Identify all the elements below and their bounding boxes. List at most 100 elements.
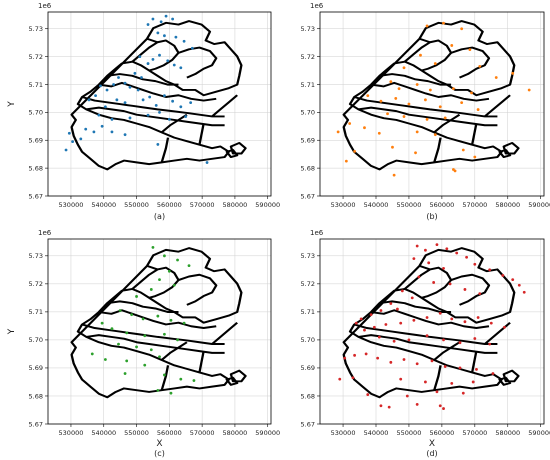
x-tick-label: 560000 [157,429,182,437]
data-point [156,31,160,35]
data-point [473,262,477,266]
y-tick-labels: 5.67 5.68 5.69 5.70 5.71 5.72 5.73 [29,25,43,200]
x-tick-labels: 530000 540000 550000 560000 570000 580000 5900… [59,201,281,209]
data-point [443,365,447,368]
data-point [125,359,129,363]
data-point [163,34,166,38]
data-point [450,44,454,47]
data-point [468,48,472,52]
data-point [366,393,370,396]
data-point [90,352,94,356]
axis-offset-label: 1e6 [310,229,324,237]
x-tick-labels: 530000 540000 550000 560000 570000 580000 5900… [331,201,550,209]
data-point [112,83,115,86]
data-point [123,101,127,105]
data-point [392,339,396,343]
data-point [141,317,145,321]
data-point [149,288,153,291]
data-point [163,94,166,98]
axis-offset-label: 1e6 [310,2,324,10]
data-point [172,63,176,67]
x-tick-label: 540000 [364,201,389,209]
data-point [432,281,436,284]
tick-marks [317,28,542,199]
data-point [470,91,473,95]
data-point [176,338,179,342]
y-tick-label: 5.72 [301,280,315,288]
x-tick-label: 530000 [59,429,84,437]
y-tick-label: 5.69 [301,364,315,372]
y-axis-label: Y [7,101,17,108]
data-point [171,99,175,103]
x-tick-label: 550000 [397,201,422,209]
data-point [402,358,406,361]
data-point [151,17,155,21]
data-point [351,376,355,380]
data-point [425,24,429,28]
data-point [494,76,498,79]
data-point [353,353,356,357]
data-point [396,307,399,311]
data-point [363,328,366,332]
data-point [172,283,176,287]
x-tick-label: 590000 [255,201,280,209]
data-point [417,275,421,279]
x-tick-label: 590000 [255,429,280,437]
data-point [402,115,406,118]
data-point [448,282,452,286]
data-point [179,377,183,381]
data-point [476,108,480,111]
y-tick-label: 5.68 [29,392,43,400]
data-point [169,318,173,322]
data-point [428,88,432,92]
data-point [501,274,505,277]
y-tick-label: 5.71 [29,308,43,316]
data-point [471,380,475,384]
data-point [110,130,114,134]
data-point [402,66,406,70]
data-point [379,99,383,103]
data-point [435,243,439,247]
data-point [136,88,140,92]
data-point [511,278,515,282]
data-point [407,102,411,106]
data-point [376,356,380,360]
data-point [399,377,403,381]
x-axis-label: X [156,439,162,449]
data-point [110,117,114,121]
data-point [105,88,109,92]
data-point [463,320,467,324]
data-point [67,131,71,135]
data-point [419,53,422,57]
x-tick-label: 530000 [331,429,356,437]
data-point [146,23,150,26]
data-point [425,117,429,121]
data-point [118,309,122,312]
data-point [151,246,155,249]
data-point [460,27,464,31]
y-tick-label: 5.69 [29,137,43,145]
y-tick-labels: 5.67 5.68 5.69 5.70 5.71 5.72 5.73 [29,252,43,428]
data-point [443,116,447,120]
x-tick-label: 590000 [528,429,550,437]
data-point [377,335,381,339]
data-point [158,110,161,114]
data-point [130,313,134,317]
data-point [184,115,188,118]
data-point [379,309,383,312]
data-point [412,318,416,322]
y-tick-label: 5.73 [29,25,43,33]
y-tick-labels: 5.67 5.68 5.69 5.70 5.71 5.72 5.73 [301,252,315,428]
x-tick-label: 590000 [528,201,550,209]
data-point [164,14,168,18]
data-point [372,325,376,329]
y-tick-label: 5.67 [29,420,43,428]
x-tick-label: 570000 [190,201,215,209]
y-tick-label: 5.70 [29,336,43,344]
data-point [149,348,153,352]
x-tick-label: 560000 [157,201,182,209]
data-point [79,137,83,141]
data-point [117,76,120,79]
tick-marks [317,255,542,427]
